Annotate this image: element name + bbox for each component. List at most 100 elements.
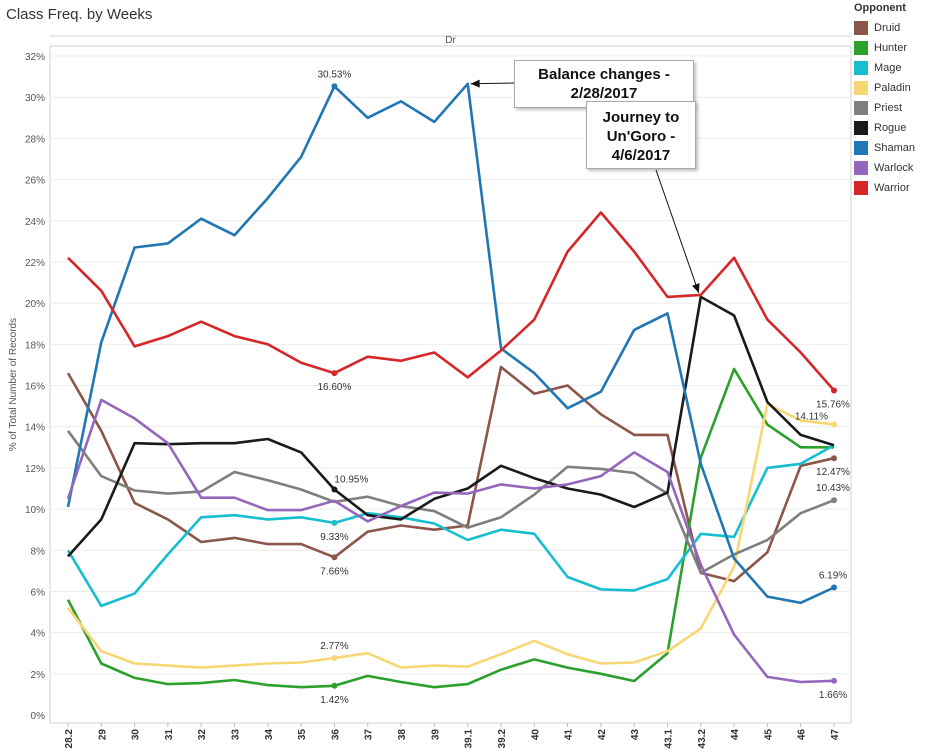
legend-label: Mage [874, 62, 902, 74]
x-tick-label: 39.2 [497, 729, 508, 749]
annotation-balance-changes: Balance changes - 2/28/2017 [514, 60, 694, 108]
legend-swatch [854, 61, 868, 75]
series-line-mage [66, 444, 835, 608]
point-marker-warlock [831, 677, 837, 684]
data-label: 1.42% [320, 695, 348, 706]
y-tick-label: 24% [25, 217, 45, 228]
y-axis-label: % of Total Number of Records [8, 318, 19, 451]
data-label: 12.47% [816, 467, 850, 478]
column-header: Dr [445, 35, 456, 46]
point-marker-warrior [331, 370, 338, 377]
x-tick-label: 30 [131, 729, 142, 741]
annotation-line: 2/28/2017 [570, 85, 638, 102]
legend-item-paladin[interactable]: Paladin [854, 78, 915, 98]
legend-swatch [854, 101, 868, 115]
point-marker-druid [331, 554, 338, 561]
data-label: 15.76% [816, 399, 850, 410]
x-tick-label: 45 [763, 729, 774, 741]
y-tick-label: 26% [25, 176, 45, 187]
legend-swatch [854, 21, 868, 35]
x-tick-label: 47 [830, 729, 841, 741]
y-tick-label: 22% [25, 258, 45, 269]
legend-item-rogue[interactable]: Rogue [854, 118, 915, 138]
x-tick-label: 40 [530, 729, 541, 741]
legend-label: Rogue [874, 122, 907, 134]
y-tick-label: 8% [31, 546, 46, 557]
y-tick-label: 30% [25, 93, 45, 104]
x-tick-label: 39.1 [464, 729, 475, 749]
annotation-line: 4/6/2017 [611, 147, 671, 164]
data-label: 6.19% [819, 571, 847, 582]
x-tick-label: 37 [364, 729, 375, 741]
annotation-arrow-ungoro-head [692, 283, 700, 293]
y-tick-label: 32% [25, 52, 45, 63]
y-tick-label: 4% [31, 629, 46, 640]
data-label: 1.66% [819, 690, 847, 701]
legend-swatch [854, 81, 868, 95]
series-line-warrior [67, 211, 835, 392]
series-line-priest [66, 430, 835, 575]
series-line-paladin [66, 402, 835, 669]
x-tick-label: 34 [264, 729, 275, 741]
annotation-journey-to-ungoro: Journey to Un'Goro - 4/6/2017 [586, 101, 696, 169]
point-marker-mage [331, 519, 338, 526]
y-tick-label: 20% [25, 299, 45, 310]
point-marker-shaman [831, 584, 837, 591]
point-marker-priest [831, 497, 837, 504]
legend-label: Priest [874, 102, 903, 114]
legend-label: Warlock [874, 162, 914, 174]
data-label: 7.66% [320, 566, 348, 577]
series-line-shaman [66, 82, 835, 605]
chart-title: Class Freq. by Weeks [6, 6, 153, 23]
legend-item-warrior[interactable]: Warrior [854, 178, 915, 198]
x-tick-label: 43.1 [663, 729, 674, 749]
data-label: 10.43% [816, 483, 850, 494]
series-line-hunter [66, 367, 834, 689]
legend-items: Druid Hunter Mage Paladin Priest Rogue Shaman W… [854, 18, 915, 198]
data-label: 14.11% [795, 411, 828, 422]
legend-label: Warrior [874, 182, 910, 194]
x-tick-label: 41 [564, 729, 575, 741]
x-tick-label: 35 [297, 729, 308, 741]
point-marker-shaman [331, 83, 338, 90]
legend-label: Paladin [874, 82, 911, 94]
legend-label: Druid [874, 22, 901, 34]
series-line-warlock [66, 398, 835, 684]
data-label: 9.33% [320, 532, 348, 543]
point-marker-rogue [331, 486, 338, 493]
legend-item-druid[interactable]: Druid [854, 18, 915, 38]
annotation-line: Journey to [602, 109, 680, 126]
y-tick-label: 18% [25, 340, 45, 351]
x-tick-label: 28.2 [64, 729, 75, 749]
legend-label: Shaman [874, 142, 915, 154]
x-tick-label: 39 [430, 729, 441, 741]
point-marker-druid [831, 455, 837, 462]
legend-item-warlock[interactable]: Warlock [854, 158, 915, 178]
x-tick-label: 29 [97, 729, 108, 741]
annotation-arrow-ungoro [655, 169, 700, 294]
y-tick-label: 0% [31, 711, 46, 722]
annotation-line: Balance changes - [538, 66, 670, 83]
x-tick-label: 42 [597, 729, 608, 741]
point-marker-warrior [831, 387, 837, 394]
legend-item-mage[interactable]: Mage [854, 58, 915, 78]
legend-item-shaman[interactable]: Shaman [854, 138, 915, 158]
x-tick-label: 43.2 [697, 729, 708, 749]
x-tick-label: 38 [397, 729, 408, 741]
legend-swatch [854, 121, 868, 135]
legend-swatch [854, 181, 868, 195]
data-label: 10.95% [334, 474, 368, 485]
legend-title: Opponent [854, 2, 906, 14]
y-tick-label: 10% [25, 505, 45, 516]
legend-swatch [854, 161, 868, 175]
x-tick-label: 44 [730, 729, 741, 741]
y-tick-label: 12% [25, 464, 45, 475]
legend-item-hunter[interactable]: Hunter [854, 38, 915, 58]
data-label: 2.77% [320, 641, 348, 652]
x-tick-label: 33 [231, 729, 242, 741]
plot-frame [49, 45, 852, 724]
x-tick-label: 36 [330, 729, 341, 741]
y-tick-label: 16% [25, 382, 45, 393]
legend-item-priest[interactable]: Priest [854, 98, 915, 118]
